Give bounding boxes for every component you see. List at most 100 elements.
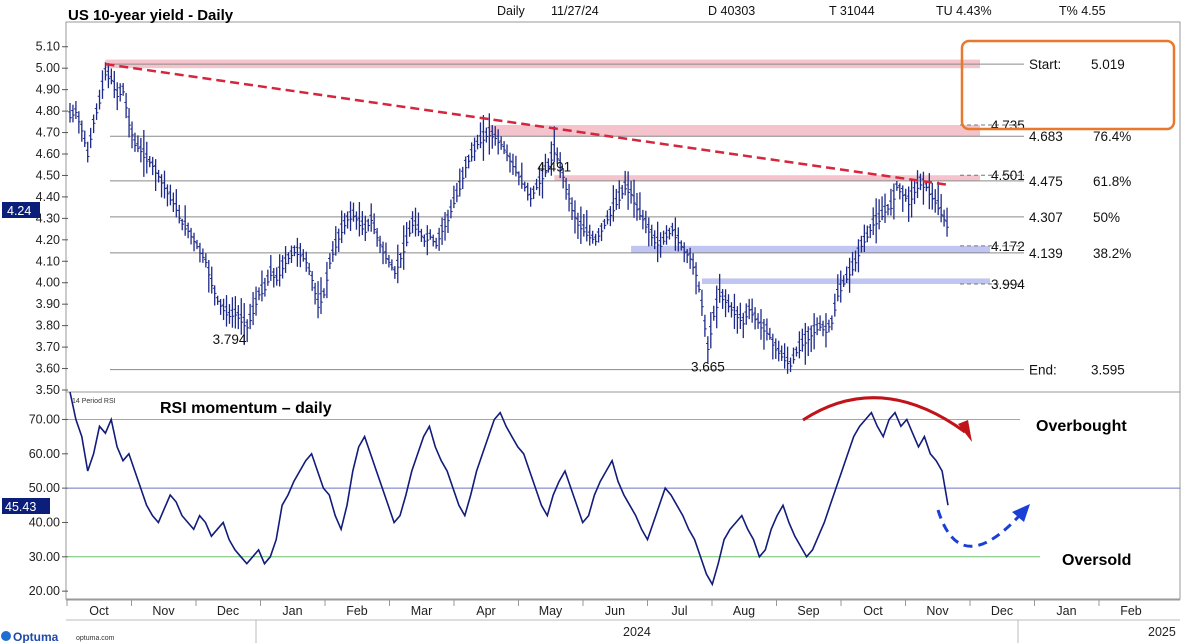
- price-y-tick-label: 4.90: [36, 83, 60, 97]
- price-y-tick-label: 3.70: [36, 340, 60, 354]
- fib-level-percent: 50%: [1093, 210, 1120, 225]
- price-annotations: 3.794 4.491 3.665: [213, 159, 725, 374]
- resistance-zone: [554, 175, 980, 181]
- price-y-tick-label: 4.20: [36, 233, 60, 247]
- x-tick-label: Feb: [346, 604, 368, 618]
- rsi-series: [69, 391, 949, 587]
- x-tick-label: Mar: [411, 604, 433, 618]
- price-y-axis: 5.10 5.00 4.90 4.80 4.70 4.60 4.50 4.40 4.30 4.20…: [36, 40, 68, 397]
- price-y-tick-label: 4.30: [36, 211, 60, 225]
- x-tick-label: May: [539, 604, 563, 618]
- topping-arc-arrow: [802, 396, 966, 434]
- x-tick-label: Feb: [1120, 604, 1142, 618]
- x-tick-label: Oct: [89, 604, 109, 618]
- price-y-tick-label: 4.70: [36, 126, 60, 140]
- price-y-tick-label: 3.80: [36, 319, 60, 333]
- support-zone: [701, 278, 990, 285]
- resistance-zone: [489, 125, 980, 137]
- price-y-tick-label: 4.50: [36, 168, 60, 182]
- rsi-y-tick-label: 40.00: [29, 515, 60, 529]
- price-annotation: 3.794: [213, 332, 247, 347]
- topping-arrow-head: [958, 420, 972, 442]
- brand-backdrop: [0, 627, 125, 643]
- price-last-value: 4.24: [7, 204, 31, 218]
- rsi-last-value-tag: [2, 498, 50, 514]
- highlight-box: [960, 39, 1176, 131]
- rsi-indicator-name: 14 Period RSI: [72, 398, 116, 405]
- price-annotation: 4.491: [537, 159, 571, 174]
- brand-name: Optuma: [13, 630, 59, 643]
- dashed-level-value: 4.735: [991, 118, 1025, 133]
- dashed-level-value: 4.501: [991, 168, 1025, 183]
- price-y-tick-label: 3.90: [36, 297, 60, 311]
- brand-site: optuma.com: [76, 635, 115, 642]
- year-label-right: 2025: [1148, 625, 1176, 639]
- fib-level-value: 4.683: [1029, 129, 1063, 144]
- rebound-arc-arrow: [936, 509, 1022, 548]
- price-last-value-tag: [2, 202, 40, 218]
- header-period: Daily: [497, 4, 526, 18]
- x-tick-label: Nov: [152, 604, 175, 618]
- rsi-y-axis: 70.00 60.00 50.00 40.00 30.00 20.00: [29, 412, 1180, 598]
- rsi-y-tick-label: 20.00: [29, 584, 60, 598]
- price-y-tick-label: 4.80: [36, 104, 60, 118]
- rsi-y-tick-label: 50.00: [29, 481, 60, 495]
- x-tick-label: Jan: [1056, 604, 1076, 618]
- fib-level-label: End:: [1029, 363, 1057, 378]
- fib-level-value: 3.595: [1091, 363, 1125, 378]
- price-y-tick-label: 4.10: [36, 254, 60, 268]
- x-tick-label: Aug: [733, 604, 755, 618]
- x-tick-label: Apr: [476, 604, 495, 618]
- rebound-arrow-head: [1012, 504, 1030, 522]
- dashed-level-value: 3.994: [991, 277, 1025, 292]
- rsi-last-value: 45.43: [5, 500, 36, 514]
- fib-level-value: 4.475: [1029, 174, 1063, 189]
- overbought-label: Overbought: [1036, 418, 1127, 435]
- oversold-label: Oversold: [1062, 552, 1131, 569]
- x-axis: Oct Nov Dec Jan Feb Mar Apr May Jun Jul Aug Sep Oct N…: [66, 599, 1180, 621]
- x-tick-label: Nov: [926, 604, 949, 618]
- price-y-tick-label: 3.50: [36, 383, 60, 397]
- rsi-y-tick-label: 60.00: [29, 447, 60, 461]
- price-y-tick-label: 4.40: [36, 190, 60, 204]
- dashed-level-value: 4.172: [991, 239, 1025, 254]
- fib-level-value: 4.139: [1029, 246, 1063, 261]
- chart-title: US 10-year yield - Daily: [68, 7, 234, 24]
- fib-level-value: 5.019: [1091, 57, 1125, 72]
- price-y-tick-label: 3.60: [36, 362, 60, 376]
- x-tick-label: Oct: [863, 604, 883, 618]
- fib-level-percent: 76.4%: [1093, 129, 1131, 144]
- year-label-mid: 2024: [623, 625, 651, 639]
- header-t-value: T 31044: [829, 4, 875, 18]
- x-tick-label: Jun: [605, 604, 625, 618]
- x-tick-label: Dec: [991, 604, 1013, 618]
- support-zone: [631, 245, 990, 253]
- x-tick-label: Jul: [672, 604, 688, 618]
- price-y-tick-label: 4.00: [36, 276, 60, 290]
- rsi-panel-frame: [65, 391, 1181, 600]
- fib-level-percent: 61.8%: [1093, 174, 1131, 189]
- header-tp-value: T% 4.55: [1059, 4, 1106, 18]
- header-tu-value: TU 4.43%: [936, 4, 992, 18]
- price-y-tick-label: 4.60: [36, 147, 60, 161]
- trend-line-group: [105, 62, 951, 187]
- rsi-y-tick-label: 30.00: [29, 550, 60, 564]
- fib-levels: Start: 5.019 4.683 76.4% 4.475 61.8% 4.307 50% 4…: [110, 57, 1131, 378]
- price-bars: [68, 62, 949, 374]
- fib-level-value: 4.307: [1029, 210, 1063, 225]
- trend-line: [105, 62, 951, 187]
- fib-level-label: Start:: [1029, 57, 1061, 72]
- price-y-tick-label: 5.10: [36, 40, 60, 54]
- header-d-value: D 40303: [708, 4, 755, 18]
- x-tick-label: Dec: [217, 604, 239, 618]
- rsi-title: RSI momentum – daily: [160, 400, 332, 417]
- x-tick-label: Jan: [282, 604, 302, 618]
- x-tick-label: Sep: [797, 604, 819, 618]
- rsi-y-tick-label: 70.00: [29, 412, 60, 426]
- fib-level-percent: 38.2%: [1093, 246, 1131, 261]
- price-y-tick-label: 5.00: [36, 61, 60, 75]
- rsi-line: [69, 391, 949, 587]
- optuma-logo-icon: [1, 631, 11, 641]
